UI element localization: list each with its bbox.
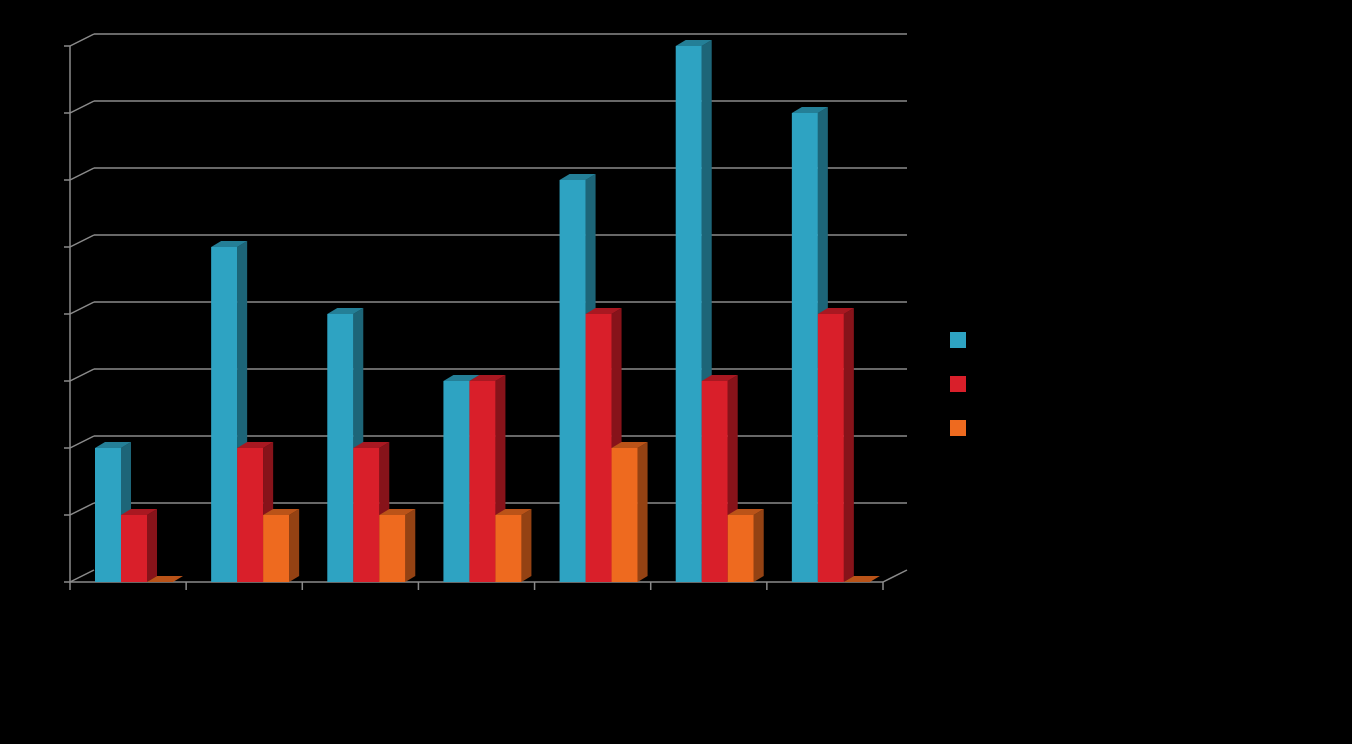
bars: [95, 40, 880, 582]
bar-front: [353, 448, 380, 582]
bar-side: [521, 509, 532, 582]
bar-front: [701, 381, 728, 582]
bar-front: [263, 515, 290, 582]
legend-item: [950, 318, 966, 362]
bar: [675, 40, 712, 582]
bar-front: [379, 515, 406, 582]
bar-front: [611, 448, 638, 582]
bar-top: [701, 375, 738, 381]
gridline-depth: [69, 435, 95, 449]
bar: [495, 509, 532, 582]
bar-front: [585, 314, 612, 582]
bar: [611, 442, 648, 582]
bar-side: [147, 509, 157, 582]
bar-top: [469, 375, 506, 381]
bar-top: [585, 308, 622, 314]
gridline-depth: [69, 234, 95, 248]
bar-top: [95, 442, 131, 448]
bar: [379, 509, 416, 582]
bar: [263, 509, 300, 582]
bar-side: [753, 509, 764, 582]
bar-top: [443, 375, 480, 381]
bar-top: [147, 576, 183, 582]
bar: [147, 576, 183, 582]
bar-top: [791, 107, 828, 113]
bar: [843, 576, 880, 582]
legend: [950, 318, 966, 450]
gridline-depth: [69, 301, 95, 315]
bar-front: [675, 46, 702, 582]
bar-top: [817, 308, 854, 314]
bar-front: [121, 515, 147, 582]
bar-side: [405, 509, 416, 582]
bar-front: [469, 381, 496, 582]
bar-top: [121, 509, 157, 515]
bar-front: [443, 381, 470, 582]
gridline-depth: [69, 33, 95, 47]
bar-front: [95, 448, 121, 582]
bar-front: [559, 180, 586, 582]
bar-front: [817, 314, 844, 582]
bar-front: [237, 448, 264, 582]
bar-top: [611, 442, 648, 448]
bar-side: [843, 308, 854, 582]
bar-top: [495, 509, 532, 515]
bar-top: [843, 576, 880, 582]
bar-side: [289, 509, 300, 582]
bar-top: [353, 442, 390, 448]
gridline-depth: [69, 167, 95, 181]
bar-top: [559, 174, 596, 180]
bar-top: [263, 509, 300, 515]
floor-edge: [882, 569, 908, 583]
bar-top: [237, 442, 274, 448]
legend-swatch: [950, 420, 966, 436]
bar-top: [211, 241, 248, 247]
legend-swatch: [950, 376, 966, 392]
gridline-depth: [69, 502, 95, 516]
gridline-depth: [69, 569, 95, 583]
bar-top: [675, 40, 712, 46]
bar: [817, 308, 854, 582]
bar-front: [211, 247, 238, 582]
legend-swatch: [950, 332, 966, 348]
bar-top: [727, 509, 764, 515]
bar: [121, 509, 157, 582]
bar-front: [327, 314, 354, 582]
bar-side: [637, 442, 648, 582]
bar-front: [791, 113, 818, 582]
bar-front: [727, 515, 754, 582]
legend-item: [950, 406, 966, 450]
legend-item: [950, 362, 966, 406]
bar-top: [327, 308, 364, 314]
gridline-depth: [69, 368, 95, 382]
gridline-depth: [69, 100, 95, 114]
bar: [727, 509, 764, 582]
bar-top: [379, 509, 416, 515]
bar-front: [495, 515, 522, 582]
